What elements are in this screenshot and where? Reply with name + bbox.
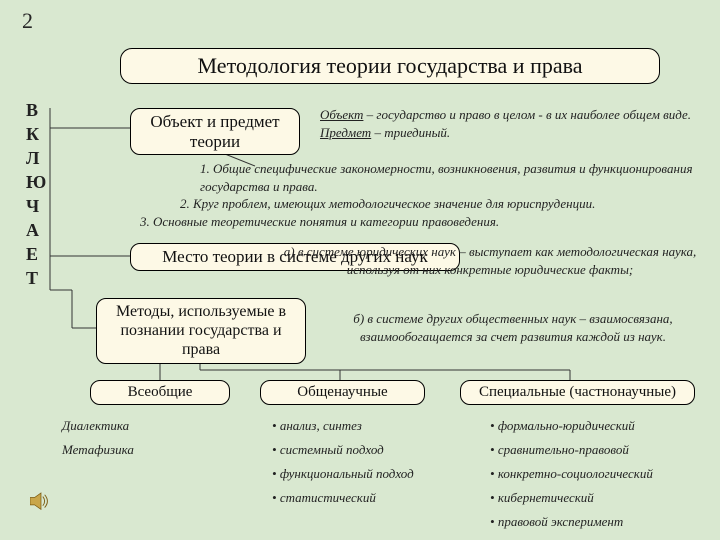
box-methods: Методы, используемые в познании государс… xyxy=(96,298,306,364)
box-object-subject: Объект и предмет теории xyxy=(130,108,300,155)
text-a: а) в системе юридических наук – выступае… xyxy=(270,243,710,278)
box-special: Специальные (частнонаучные) xyxy=(460,380,695,405)
col-special: формально-юридическийсравнительно-правов… xyxy=(490,414,700,534)
object-predmet-text: Объект – государство и право в целом - в… xyxy=(320,106,700,141)
slide-number: 2 xyxy=(22,8,33,34)
speaker-icon xyxy=(30,492,52,510)
vertical-label: ВКЛЮЧАЕТ xyxy=(26,98,46,290)
col-universal: ДиалектикаМетафизика xyxy=(62,414,232,462)
text-b: б) в системе других общественных наук – … xyxy=(318,310,708,345)
col-general: анализ, синтезсистемный подходфункционал… xyxy=(272,414,452,510)
box-universal: Всеобщие xyxy=(90,380,230,405)
triad-list: 1. Общие специфические закономерности, в… xyxy=(140,160,700,230)
box-general-scientific: Общенаучные xyxy=(260,380,425,405)
title-box: Методология теории государства и права xyxy=(120,48,660,84)
